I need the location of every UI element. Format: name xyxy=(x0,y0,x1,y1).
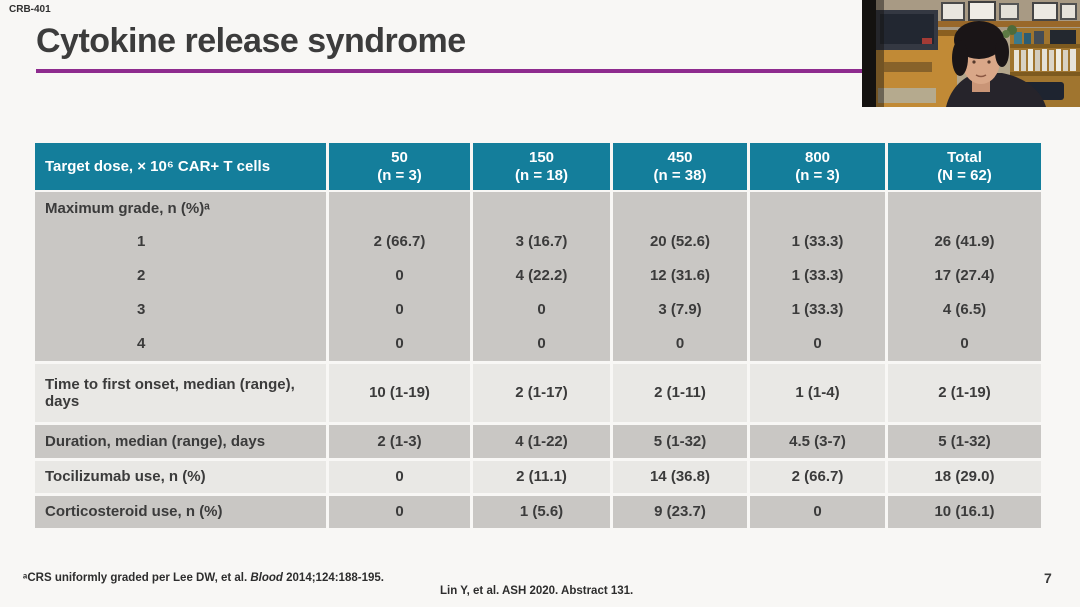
table-row-duration: Duration, median (range), days 2 (1-3) 4… xyxy=(35,425,1041,458)
table-cell: 0 xyxy=(473,293,610,327)
table-row-grade-1: 1 2 (66.7) 3 (16.7) 20 (52.6) 1 (33.3) 2… xyxy=(35,225,1041,259)
table-cell: 26 (41.9) xyxy=(888,225,1041,259)
table-cell: 0 xyxy=(329,496,470,528)
table-cell: 14 (36.8) xyxy=(613,461,747,493)
table-cell: 4 (6.5) xyxy=(888,293,1041,327)
n-value: (n = 3) xyxy=(377,166,422,184)
speaker-silhouette xyxy=(946,21,1046,107)
row-label: Tocilizumab use, n (%) xyxy=(35,461,326,493)
table-cell: 17 (27.4) xyxy=(888,259,1041,293)
table-cell: 1 (33.3) xyxy=(750,293,885,327)
table-cell: 9 (23.7) xyxy=(613,496,747,528)
footnote-crs-grading: ᵃCRS uniformly graded per Lee DW, et al.… xyxy=(23,572,384,584)
footnote-journal-name: Blood xyxy=(250,572,283,584)
table-header-col-800: 800 (n = 3) xyxy=(750,143,885,190)
table-cell: 2 (1-3) xyxy=(329,425,470,458)
speaker-video-feed xyxy=(862,0,1080,107)
table-cell: 3 (16.7) xyxy=(473,225,610,259)
table-cell: 5 (1-32) xyxy=(888,425,1041,458)
table-row-time-to-onset: Time to first onset, median (range), day… xyxy=(35,364,1041,422)
table-row-grade-2: 2 0 4 (22.2) 12 (31.6) 1 (33.3) 17 (27.4… xyxy=(35,259,1041,293)
table-cell: 18 (29.0) xyxy=(888,461,1041,493)
table-header-col-150: 150 (n = 18) xyxy=(473,143,610,190)
table-row-corticosteroid: Corticosteroid use, n (%) 0 1 (5.6) 9 (2… xyxy=(35,496,1041,528)
table-cell: 0 xyxy=(473,327,610,361)
group-label: Maximum grade, n (%)ᵃ xyxy=(35,192,326,225)
table-cell: 12 (31.6) xyxy=(613,259,747,293)
dose-value: 800 xyxy=(804,148,831,166)
table-cell: 0 xyxy=(329,327,470,361)
table-cell: 0 xyxy=(329,293,470,327)
row-label: Time to first onset, median (range), day… xyxy=(35,364,326,422)
dose-value: 150 xyxy=(528,148,555,166)
table-header-col-450: 450 (n = 38) xyxy=(613,143,747,190)
table-cell: 0 xyxy=(329,259,470,293)
table-cell: 5 (1-32) xyxy=(613,425,747,458)
table-cell: 10 (16.1) xyxy=(888,496,1041,528)
table-cell: 0 xyxy=(329,461,470,493)
table-cell: 2 (1-17) xyxy=(473,364,610,422)
table-cell: 0 xyxy=(888,327,1041,361)
dose-value: 450 xyxy=(667,148,693,166)
dose-value: 50 xyxy=(391,148,408,166)
slide-page-number: 7 xyxy=(1044,570,1052,586)
table-cell: 4.5 (3-7) xyxy=(750,425,885,458)
table-cell: 2 (66.7) xyxy=(750,461,885,493)
row-label: 4 xyxy=(35,327,326,361)
table-cell: 3 (7.9) xyxy=(613,293,747,327)
table-cell-empty xyxy=(888,192,1041,225)
table-cell-empty xyxy=(329,192,470,225)
citation: Lin Y, et al. ASH 2020. Abstract 131. xyxy=(440,585,634,597)
table-cell: 0 xyxy=(613,327,747,361)
table-cell: 0 xyxy=(750,496,885,528)
n-value: (n = 38) xyxy=(653,166,707,184)
table-cell: 1 (5.6) xyxy=(473,496,610,528)
table-cell: 20 (52.6) xyxy=(613,225,747,259)
table-cell: 10 (1-19) xyxy=(329,364,470,422)
table-row-grade-3: 3 0 0 3 (7.9) 1 (33.3) 4 (6.5) xyxy=(35,293,1041,327)
row-label: Duration, median (range), days xyxy=(35,425,326,458)
n-value: (N = 62) xyxy=(937,166,992,184)
table-cell: 2 (11.1) xyxy=(473,461,610,493)
n-value: (n = 18) xyxy=(515,166,568,184)
table-cell: 0 xyxy=(750,327,885,361)
table-header-row: Target dose, × 10⁶ CAR+ T cells 50 (n = … xyxy=(35,143,1041,190)
table-header-col-50: 50 (n = 3) xyxy=(329,143,470,190)
row-label: Corticosteroid use, n (%) xyxy=(35,496,326,528)
table-cell: 4 (22.2) xyxy=(473,259,610,293)
table-cell-empty xyxy=(473,192,610,225)
row-label: 2 xyxy=(35,259,326,293)
table-row-grade-4: 4 0 0 0 0 0 xyxy=(35,327,1041,361)
table-cell: 1 (33.3) xyxy=(750,225,885,259)
table-row-group-label: Maximum grade, n (%)ᵃ xyxy=(35,192,1041,225)
table-cell: 1 (1-4) xyxy=(750,364,885,422)
n-value: (n = 3) xyxy=(795,166,840,184)
page-title: Cytokine release syndrome xyxy=(36,22,466,60)
row-label: 1 xyxy=(35,225,326,259)
row-label: 3 xyxy=(35,293,326,327)
table-cell: 1 (33.3) xyxy=(750,259,885,293)
study-label: CRB-401 xyxy=(9,4,51,15)
office-background xyxy=(862,0,1080,107)
table-cell: 2 (66.7) xyxy=(329,225,470,259)
table-cell: 4 (1-22) xyxy=(473,425,610,458)
table-cell: 2 (1-11) xyxy=(613,364,747,422)
table-cell-empty xyxy=(750,192,885,225)
footnote-text: 2014;124:188-195. xyxy=(282,572,384,584)
table-header-label: Target dose, × 10⁶ CAR+ T cells xyxy=(35,143,326,190)
table-cell-empty xyxy=(613,192,747,225)
table-cell: 2 (1-19) xyxy=(888,364,1041,422)
table-header-col-total: Total (N = 62) xyxy=(888,143,1041,190)
title-underline xyxy=(36,69,862,73)
table-row-tocilizumab: Tocilizumab use, n (%) 0 2 (11.1) 14 (36… xyxy=(35,461,1041,493)
footnote-text: ᵃCRS uniformly graded per Lee DW, et al. xyxy=(23,572,251,584)
dose-value: Total xyxy=(947,148,982,166)
crs-table: Target dose, × 10⁶ CAR+ T cells 50 (n = … xyxy=(35,143,1041,528)
